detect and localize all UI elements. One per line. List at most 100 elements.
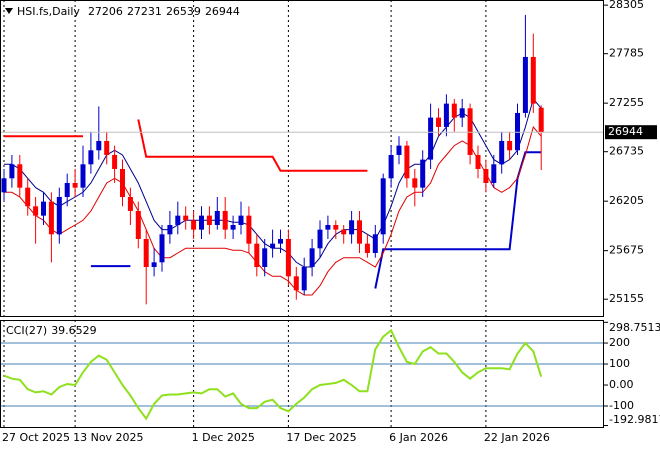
- price-panel-frame: [0, 0, 604, 317]
- y-tick-label: 25675: [609, 244, 644, 257]
- symbol: HSI.fs,Daily: [17, 5, 80, 18]
- y-tick-label: 26735: [609, 145, 644, 158]
- candle-body: [538, 107, 544, 133]
- candle-body: [96, 140, 102, 151]
- header-low: 26539: [166, 5, 201, 18]
- header-open: 27206: [88, 5, 123, 18]
- last-price-label: 26944: [608, 125, 643, 138]
- candle-body: [1, 178, 7, 193]
- candle-body: [104, 140, 110, 155]
- y-tick-label: 27255: [609, 96, 644, 109]
- cci-title: CCI(27): [6, 324, 47, 337]
- candle-body: [507, 140, 513, 151]
- x-tick-label: 6 Jan 2026: [389, 431, 448, 444]
- y-tick-label: 298.7513: [609, 321, 660, 334]
- candle-body: [230, 224, 236, 230]
- candle-body: [428, 117, 434, 160]
- y-tick-label: 26205: [609, 194, 644, 207]
- cci-header: CCI(27) 39.6529: [6, 324, 97, 337]
- y-tick-label: 100: [609, 357, 630, 370]
- x-tick-label: 22 Jan 2026: [484, 431, 550, 444]
- candle-body: [436, 117, 441, 127]
- candle-body: [112, 154, 118, 169]
- candle-body: [317, 229, 323, 249]
- candle-body: [388, 154, 394, 179]
- candle-body: [293, 276, 299, 291]
- candle-body: [48, 201, 54, 235]
- y-tick-label: -192.9817: [609, 413, 660, 426]
- candle-body: [357, 220, 362, 244]
- candle-body: [412, 178, 418, 188]
- candle-body: [159, 234, 165, 263]
- candle-body: [143, 238, 149, 267]
- candle-body: [372, 234, 378, 253]
- candle-body: [33, 206, 39, 216]
- candle-body: [246, 215, 252, 244]
- candle-body: [175, 215, 181, 225]
- y-tick-label: 27785: [609, 47, 644, 60]
- step-line: [137, 119, 368, 172]
- header-high: 27231: [127, 5, 162, 18]
- candle-body: [530, 56, 536, 104]
- y-tick-label: 25155: [609, 292, 644, 305]
- candle-body: [222, 210, 228, 230]
- candle-body: [301, 266, 307, 291]
- x-tick-label: 27 Oct 2025: [2, 431, 70, 444]
- candle-body: [420, 159, 426, 188]
- candle-body: [17, 164, 23, 188]
- candle-body: [120, 168, 125, 197]
- y-tick-label: 200: [609, 336, 630, 349]
- candle-body: [404, 145, 410, 179]
- candle-body: [151, 262, 157, 267]
- candle-body: [206, 215, 212, 225]
- x-tick-label: 13 Nov 2025: [73, 431, 143, 444]
- x-tick-label: 1 Dec 2025: [192, 431, 255, 444]
- candle-body: [191, 220, 197, 230]
- candle-body: [56, 196, 62, 235]
- candle-body: [459, 108, 465, 118]
- candle-body: [183, 215, 189, 221]
- cci-line: [3, 328, 543, 421]
- candle-body: [199, 215, 204, 230]
- y-tick-label: 0.00: [609, 378, 634, 391]
- candle-body: [451, 103, 457, 118]
- symbol-header: HSI.fs,Daily 27206 27231 26539 26944: [17, 5, 240, 18]
- candle-body: [270, 243, 276, 249]
- y-tick-label: 28305: [609, 0, 644, 11]
- candle-body: [72, 182, 78, 188]
- candle-body: [238, 215, 244, 225]
- candle-body: [325, 224, 331, 230]
- candle-body: [499, 140, 505, 165]
- candle-body: [396, 145, 402, 155]
- candle-body: [309, 248, 315, 267]
- candle-body: [214, 210, 220, 225]
- candle-body: [25, 187, 31, 207]
- candle-body: [80, 164, 86, 188]
- candle-body: [9, 164, 15, 179]
- candle-body: [64, 182, 70, 197]
- x-tick-label: 17 Dec 2025: [286, 431, 356, 444]
- candle-body: [167, 224, 173, 235]
- candle-body: [127, 196, 133, 211]
- last-price-box: [605, 125, 657, 140]
- candle-body: [515, 112, 520, 151]
- step-line: [374, 151, 542, 289]
- candle-body: [135, 210, 141, 239]
- y-tick-label: -100: [609, 399, 634, 412]
- candle-body: [278, 238, 283, 244]
- cci-panel-frame: [0, 320, 604, 428]
- candle-body: [475, 154, 481, 169]
- candle-body: [380, 178, 386, 235]
- candle-body: [41, 201, 46, 216]
- candle-body: [483, 168, 489, 183]
- band-line: [4, 125, 542, 296]
- candle-body: [262, 248, 268, 267]
- candle-body: [522, 56, 528, 113]
- candle-body: [88, 150, 94, 165]
- candle-body: [491, 164, 497, 183]
- candle-body: [364, 243, 370, 253]
- candle-body: [341, 229, 347, 235]
- candle-body: [443, 103, 449, 127]
